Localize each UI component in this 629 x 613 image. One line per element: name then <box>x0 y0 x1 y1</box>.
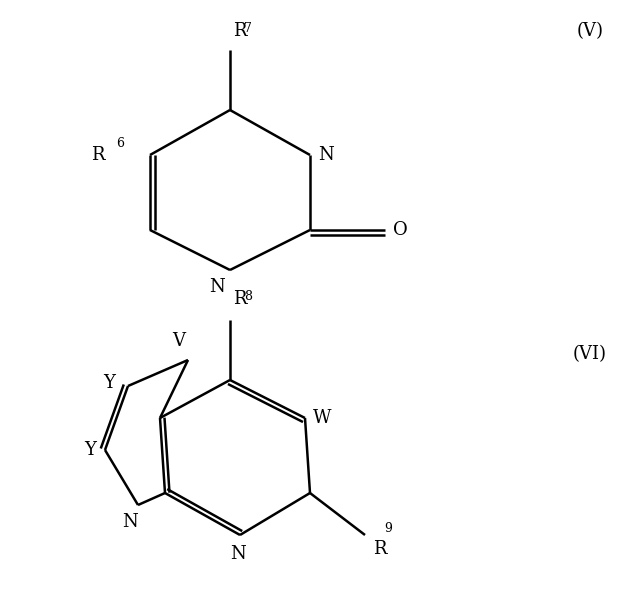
Text: N: N <box>230 545 246 563</box>
Text: N: N <box>209 278 225 296</box>
Text: N: N <box>318 146 334 164</box>
Text: (VI): (VI) <box>573 345 607 363</box>
Text: Y: Y <box>103 374 115 392</box>
Text: Y: Y <box>84 441 96 459</box>
Text: R: R <box>233 290 247 308</box>
Text: 8: 8 <box>244 290 252 303</box>
Text: (V): (V) <box>577 22 603 40</box>
Text: O: O <box>393 221 408 239</box>
Text: 7: 7 <box>244 22 252 35</box>
Text: R: R <box>233 22 247 40</box>
Text: R: R <box>373 540 386 558</box>
Text: W: W <box>313 409 331 427</box>
Text: 6: 6 <box>116 137 124 150</box>
Text: N: N <box>122 513 138 531</box>
Text: V: V <box>172 332 185 350</box>
Text: R: R <box>91 146 105 164</box>
Text: 9: 9 <box>384 522 392 535</box>
